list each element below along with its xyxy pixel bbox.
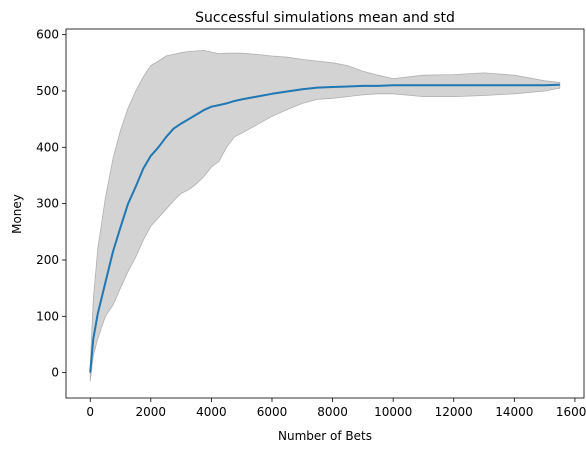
x-tick-label: 2000 [136,405,167,419]
y-tick-label: 200 [36,253,59,267]
x-tick-label: 4000 [196,405,227,419]
x-tick-label: 8000 [317,405,348,419]
x-axis-label: Number of Bets [278,429,372,443]
y-tick-label: 100 [36,309,59,323]
y-tick-label: 500 [36,84,59,98]
std-band [89,49,561,382]
plot-frame [65,28,585,399]
y-axis: 0 100 200 300 400 500 600 [36,28,66,380]
mean-line-layer [89,83,560,373]
x-tick-label: 0 [86,405,94,419]
x-tick-label: 14000 [495,405,533,419]
chart-title: Successful simulations mean and std [195,10,455,26]
x-tick-label: 6000 [257,405,288,419]
y-tick-label: 0 [51,366,59,380]
y-axis-label: Money [10,194,24,234]
y-tick-label: 300 [36,197,59,211]
x-tick-label: 10000 [374,405,412,419]
std-band-layer [89,49,561,382]
y-tick-label: 600 [36,28,59,42]
y-tick-label: 400 [36,140,59,154]
mean-line [89,83,560,373]
x-tick-label: 12000 [435,405,473,419]
